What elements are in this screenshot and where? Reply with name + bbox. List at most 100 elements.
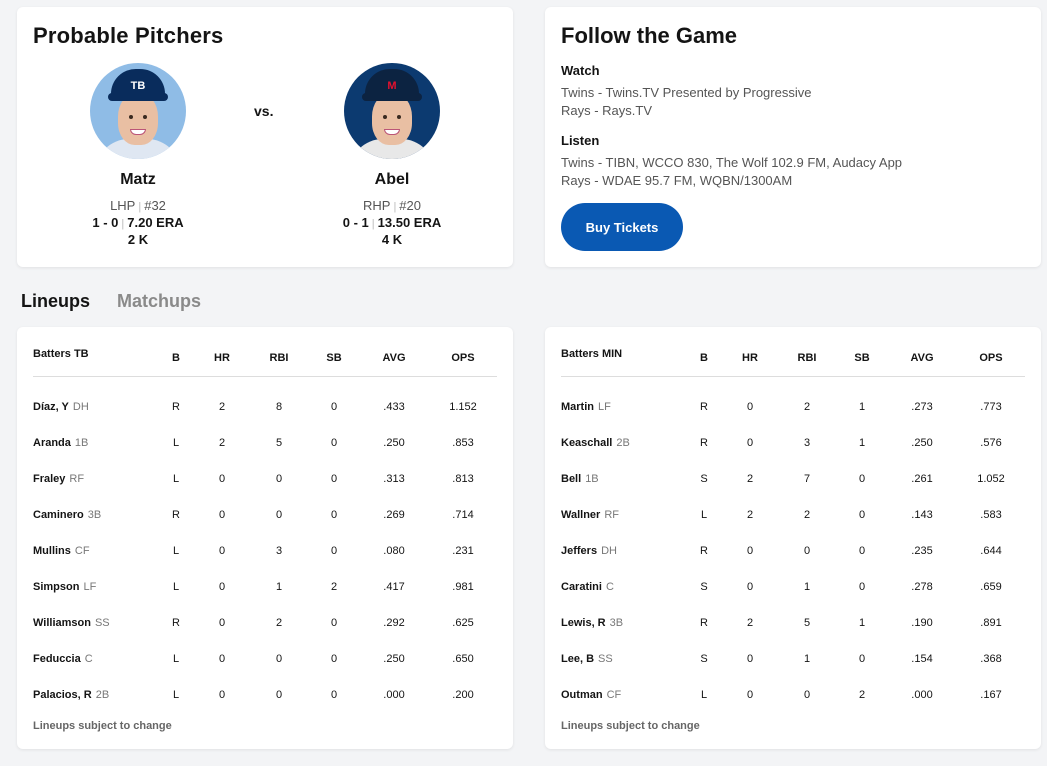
column-header-sb[interactable]: SB [854,352,870,364]
player-cell[interactable]: Aranda 1B [33,437,88,449]
stat-rbi: 8 [275,401,283,413]
stat-bats: L [700,689,708,701]
listen-twins: Twins - TIBN, WCCO 830, The Wolf 102.9 F… [561,155,903,170]
player-cell[interactable]: Martin LF [561,401,611,413]
player-name[interactable]: Simpson [33,581,80,593]
stat-avg: .190 [911,617,933,629]
player-name[interactable]: Aranda [33,437,71,449]
column-header-sb[interactable]: SB [326,352,342,364]
column-header-ops[interactable]: OPS [451,352,475,364]
player-cell[interactable]: Feduccia C [33,653,93,665]
player-cell[interactable]: Fraley RF [33,473,84,485]
home-pitcher-meta: RHP | #20 [292,198,492,213]
stat-sb: 0 [858,581,866,593]
stat-sb: 0 [330,653,338,665]
column-header-bats[interactable]: B [700,352,708,364]
player-name[interactable]: Martin [561,401,594,413]
stat-ops: .644 [980,545,1002,557]
player-cell[interactable]: Williamson SS [33,617,110,629]
player-name[interactable]: Wallner [561,509,601,521]
player-cell[interactable]: Palacios, R 2B [33,689,109,701]
home-pitcher[interactable]: M Abel RHP | #20 0 - 1 | 13.50 ERA 4 K [292,63,492,247]
player-name[interactable]: Outman [561,689,603,701]
player-cell[interactable]: Bell 1B [561,473,599,485]
home-pitcher-avatar[interactable]: M [344,63,440,159]
column-header-rbi[interactable]: RBI [269,352,289,364]
lineup-table-tb: Batters TB B HR RBI SB AVG OPS Díaz, Y DH R 2 8 0 .43… [17,327,513,749]
stat-sb: 0 [330,401,338,413]
player-cell[interactable]: Outman CF [561,689,621,701]
player-cell[interactable]: Keaschall 2B [561,437,630,449]
away-pitcher-strikeouts: 2 K [127,232,149,247]
player-name[interactable]: Fraley [33,473,66,485]
column-header-hr[interactable]: HR [214,352,230,364]
player-cell[interactable]: Caratini C [561,581,614,593]
table-row: Simpson LF L 0 1 2 .417 .981 [17,581,513,601]
away-pitcher-name[interactable]: Matz [120,171,156,188]
watch-heading: Watch [561,63,600,78]
player-cell[interactable]: Lewis, R 3B [561,617,623,629]
stat-bats: L [172,689,180,701]
stat-hr: 2 [218,401,226,413]
column-header-rbi[interactable]: RBI [797,352,817,364]
buy-tickets-button[interactable]: Buy Tickets [561,203,683,251]
player-name[interactable]: Díaz, Y [33,401,69,413]
stat-hr: 0 [218,473,226,485]
player-position: 2B [95,689,110,701]
stat-rbi: 0 [275,509,283,521]
stat-sb: 0 [858,545,866,557]
player-name[interactable]: Williamson [33,617,91,629]
player-name[interactable]: Lee, B [561,653,595,665]
player-name[interactable]: Caminero [33,509,84,521]
player-cell[interactable]: Wallner RF [561,509,619,521]
cap-logo: TB [130,80,146,92]
column-header-hr[interactable]: HR [742,352,758,364]
stat-bats: L [172,653,180,665]
player-position: SS [94,617,110,629]
player-cell[interactable]: Caminero 3B [33,509,101,521]
stat-hr: 0 [746,545,754,557]
player-name[interactable]: Bell [561,473,582,485]
stat-rbi: 5 [803,617,811,629]
home-pitcher-name[interactable]: Abel [374,171,410,188]
player-cell[interactable]: Mullins CF [33,545,90,557]
player-cell[interactable]: Díaz, Y DH [33,401,89,413]
player-name[interactable]: Caratini [561,581,602,593]
jersey-number: #32 [144,198,166,213]
listen-heading: Listen [561,133,600,148]
away-pitcher-stats: 1 - 0 | 7.20 ERA [38,215,238,230]
stat-ops: 1.052 [977,473,1005,485]
stat-rbi: 0 [275,473,283,485]
table-row: Palacios, R 2B L 0 0 0 .000 .200 [17,689,513,709]
away-pitcher[interactable]: TB Matz LHP | #32 1 - 0 | 7.20 ERA 2 K [38,63,238,247]
player-name[interactable]: Palacios, R [33,689,92,701]
eye-shape [397,115,401,119]
player-position: CF [606,689,622,701]
player-name[interactable]: Keaschall [561,437,613,449]
stat-hr: 2 [746,617,754,629]
watch-twins: Twins - Twins.TV Presented by Progressiv… [561,85,812,100]
tab-lineups[interactable]: Lineups [21,291,91,311]
jersey-shape [349,139,435,159]
player-cell[interactable]: Jeffers DH [561,545,617,557]
away-pitcher-avatar[interactable]: TB [90,63,186,159]
player-name[interactable]: Lewis, R [561,617,606,629]
player-name[interactable]: Jeffers [561,545,598,557]
stat-hr: 0 [746,401,754,413]
column-header-avg[interactable]: AVG [382,352,406,364]
stat-ops: .368 [980,653,1002,665]
stat-bats: S [700,581,708,593]
player-cell[interactable]: Simpson LF [33,581,96,593]
stat-ops: .625 [452,617,474,629]
column-header-ops[interactable]: OPS [979,352,1003,364]
team-batters-header: Batters TB [33,348,89,360]
player-name[interactable]: Mullins [33,545,71,557]
player-name[interactable]: Feduccia [33,653,81,665]
column-header-avg[interactable]: AVG [910,352,934,364]
lineup-table-min: Batters MIN B HR RBI SB AVG OPS Martin LF R 0 2 1 .27… [545,327,1041,749]
column-header-bats[interactable]: B [172,352,180,364]
tab-matchups[interactable]: Matchups [117,291,202,311]
player-cell[interactable]: Lee, B SS [561,653,613,665]
stat-avg: .433 [383,401,405,413]
stat-rbi: 0 [275,689,283,701]
